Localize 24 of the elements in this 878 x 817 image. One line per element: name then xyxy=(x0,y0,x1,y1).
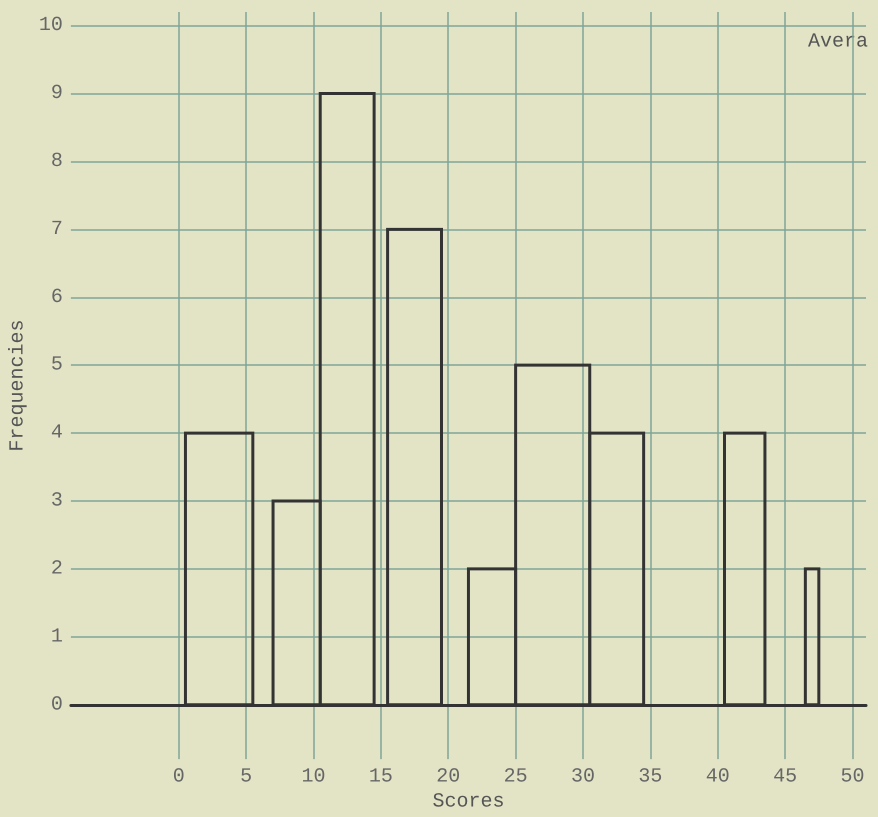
x-tick-label: 20 xyxy=(436,766,460,789)
x-tick-label: 30 xyxy=(570,766,596,789)
x-tick-label: 35 xyxy=(638,766,662,789)
y-tick-label: 4 xyxy=(50,422,63,445)
x-tick-label: 15 xyxy=(368,766,393,789)
x-tick-label: 5 xyxy=(240,766,252,789)
x-tick-label: 50 xyxy=(840,766,865,789)
x-tick-label: 40 xyxy=(706,766,730,789)
y-tick-label: 2 xyxy=(50,557,63,580)
y-tick-label: 1 xyxy=(50,625,63,648)
x-tick-label: 25 xyxy=(504,766,528,789)
y-axis-title: Frequencies xyxy=(6,320,30,452)
x-tick-label: 10 xyxy=(301,766,326,789)
y-tick-label: 5 xyxy=(50,354,63,377)
x-tick-label: 45 xyxy=(773,766,798,789)
y-tick-label: 0 xyxy=(50,693,63,716)
y-tick-label: 8 xyxy=(50,150,63,173)
y-tick-label: 9 xyxy=(50,82,63,105)
y-tick-label: 6 xyxy=(50,286,63,309)
x-tick-label: 0 xyxy=(172,766,185,789)
y-tick-label: 7 xyxy=(50,218,63,241)
y-tick-label: 10 xyxy=(38,14,63,38)
y-tick-label: 3 xyxy=(50,490,63,513)
x-axis-title: Scores xyxy=(432,790,504,814)
